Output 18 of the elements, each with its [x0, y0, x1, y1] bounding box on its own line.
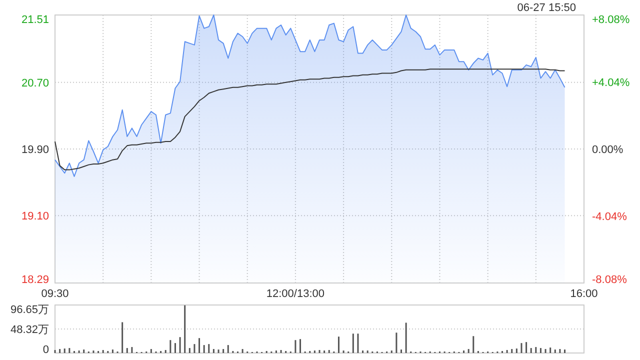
- y-tick-label: 48.32万: [10, 324, 49, 336]
- line-series: [54, 68, 566, 170]
- x-tick-label: 12:00/13:00: [266, 288, 325, 300]
- y-tick-label: 0: [42, 344, 49, 356]
- y2-tick-label: -8.08%: [592, 274, 628, 286]
- y2-tick-label: 0.00%: [592, 144, 624, 156]
- x-tick-label: 09:30: [41, 288, 69, 300]
- text: 06-27 15:50: [517, 2, 576, 14]
- y2-tick-label: +4.04%: [592, 77, 630, 89]
- y-tick-label: 96.65万: [10, 304, 49, 316]
- y-tick-label: 20.70: [21, 77, 49, 90]
- y2-tick-label: +8.08%: [592, 14, 630, 26]
- y-tick-label: 19.10: [21, 210, 49, 223]
- y-tick-label: 21.51: [21, 14, 49, 26]
- y-tick-label: 19.90: [21, 144, 49, 156]
- y-tick-label: 18.29: [21, 274, 49, 286]
- x-tick-label: 16:00: [570, 288, 598, 300]
- y2-tick-label: -4.04%: [592, 211, 628, 223]
